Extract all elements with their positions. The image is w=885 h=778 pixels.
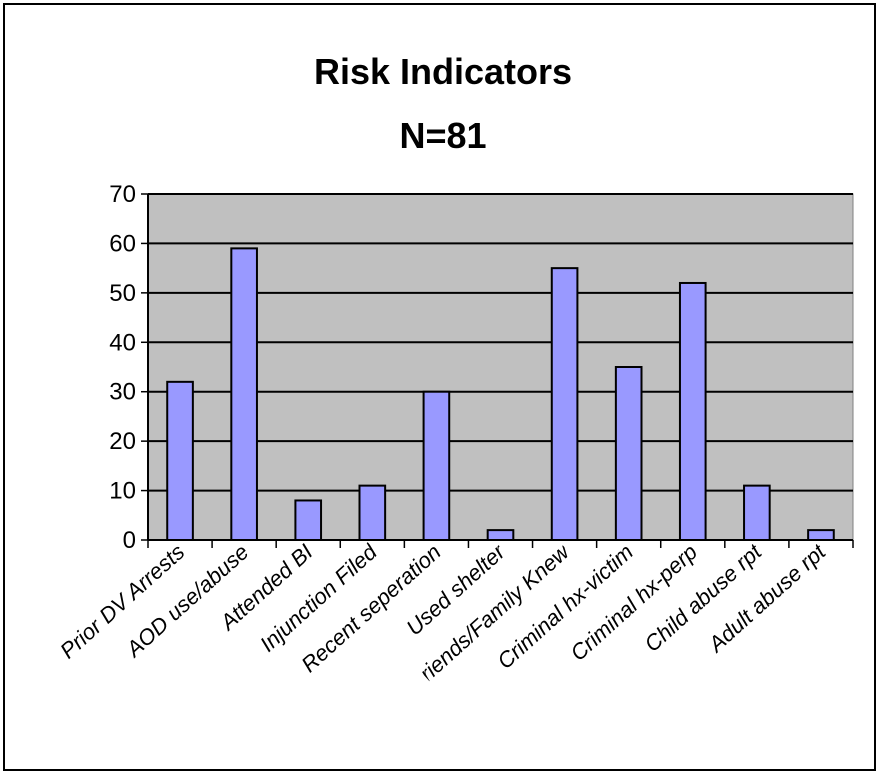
bar [743,484,771,541]
y-tick-labels: 0 10 20 30 40 50 60 70 [109,181,136,554]
y-tick-label: 0 [123,527,136,554]
axes [147,194,854,548]
bars [166,247,835,542]
plot-area [147,193,854,541]
bar [294,499,323,542]
y-tick-label: 30 [109,379,136,406]
bar [422,390,451,542]
bar [166,380,194,542]
bar [614,366,643,541]
x-tick-label-group: Adult abuse rpt [702,539,831,659]
gridlines [141,193,853,541]
bar [678,281,707,541]
y-tick-label: 70 [109,181,136,208]
chart-subtitle: N=81 [399,115,486,156]
y-tick-label: 10 [109,478,136,505]
chart-title: Risk Indicators [314,51,572,92]
bar [230,247,258,541]
bar [486,529,515,541]
y-tick-label: 40 [109,329,136,356]
y-tick-label: 60 [109,230,136,257]
x-tick-label: Adult abuse rpt [702,539,831,659]
y-tick-label: 20 [109,428,136,455]
bar [807,529,835,541]
y-tick-label: 50 [109,280,136,307]
bar [358,484,387,541]
bar [550,267,579,541]
